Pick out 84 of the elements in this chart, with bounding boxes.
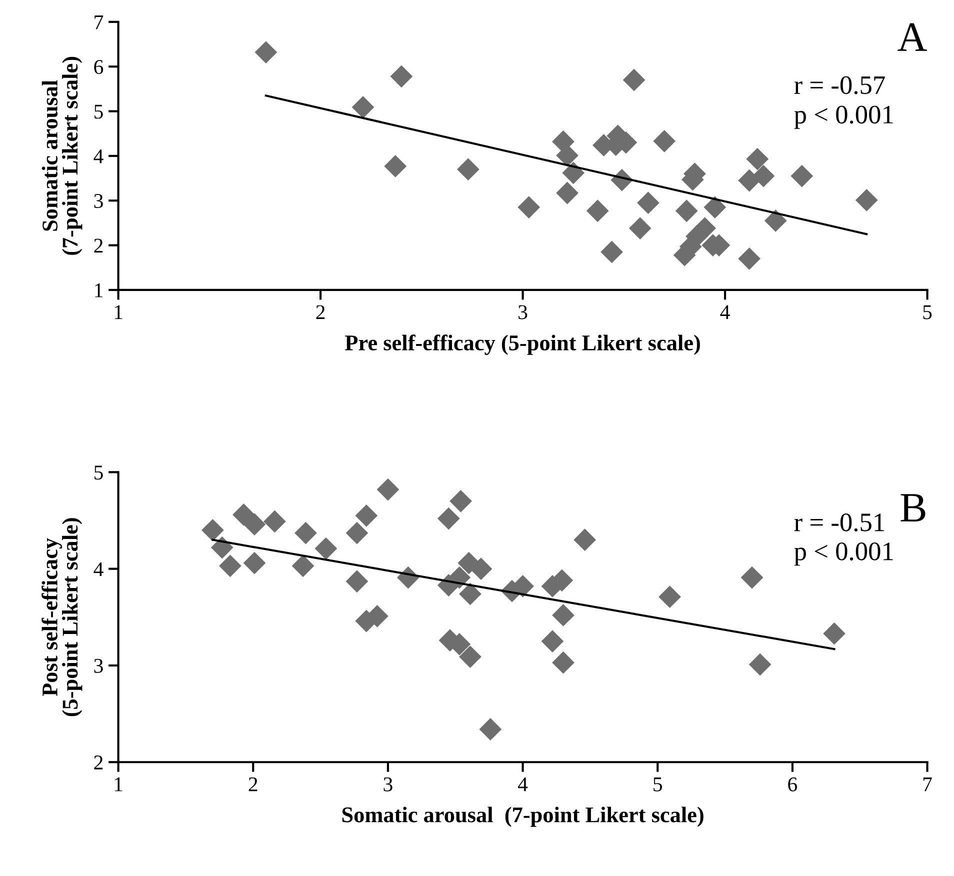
x-axis-title: Pre self-efficacy (5-point Likert scale) [345,334,700,355]
point [264,510,286,533]
point [752,164,775,188]
annotation: r = -0.51 [794,514,884,532]
point [254,41,278,64]
y-tick-label: 4 [94,149,104,164]
point [450,490,472,512]
point [823,622,846,645]
point [448,566,471,589]
point [459,646,482,668]
y-tick-label: 5 [94,104,103,119]
point [562,162,585,184]
x-tick-label: 1 [114,305,122,319]
point [746,148,769,170]
y-tick-label: 5 [94,466,103,480]
point [210,536,234,559]
point [586,200,609,222]
point [600,240,623,264]
x-tick-label: 4 [720,305,730,319]
x-tick-label: 4 [518,777,528,792]
point [556,182,578,204]
x-tick-label: 3 [384,777,392,792]
point [653,130,676,152]
y-tick-label: 2 [94,756,103,770]
point [622,68,646,92]
point [704,196,726,219]
y-tick-label: 7 [94,15,104,30]
point [738,247,761,270]
point [518,196,540,219]
point [390,65,413,88]
point [459,582,482,606]
x-axis-title: Somatic arousal (7-point Likert scale) [342,806,704,827]
point [355,504,378,527]
point [346,570,368,593]
y-axis-title: Somatic arousal (7-point Likert scale) [42,56,82,255]
point [292,554,314,578]
y-tick-label: 3 [94,194,103,208]
point [541,630,564,653]
point [219,554,242,578]
y-tick-label: 4 [94,562,104,576]
point [694,217,716,240]
x-tick-label: 5 [654,778,662,792]
x-tick-label: 6 [788,777,798,792]
point [636,192,660,214]
y-tick-label: 1 [95,283,102,298]
y-tick-label: 2 [94,238,103,253]
point [437,507,460,530]
point [294,522,317,544]
x-tick-label: 5 [923,305,932,320]
annotation: A [898,23,927,51]
point [479,718,502,740]
point [456,158,480,181]
point [352,96,374,118]
annotation: B [900,494,926,522]
x-tick-label: 7 [923,778,932,792]
point [376,478,400,501]
x-tick-label: 3 [518,305,528,320]
point [314,537,338,560]
point [201,518,224,542]
point [628,217,652,240]
point [748,653,772,676]
y-axis-title: Post self-efficacy (5-point Likert scale) [42,518,82,716]
point [790,164,814,188]
annotation: p < 0.001 [794,542,893,566]
point [243,513,266,536]
point [384,155,407,178]
y-tick-label: 3 [94,658,103,673]
point [764,210,787,232]
annotation: r = -0.57 [794,76,885,94]
y-tick-label: 6 [94,60,104,74]
point [552,604,574,626]
annotation: p < 0.001 [794,106,893,129]
point [243,552,266,574]
point [855,188,878,212]
point [658,586,681,608]
x-tick-label: 2 [316,305,325,319]
x-tick-label: 1 [114,777,122,792]
point [740,566,764,589]
point [574,528,596,552]
point [232,503,255,526]
x-tick-label: 2 [248,777,258,792]
point [675,200,698,222]
point [552,651,574,674]
point [346,522,368,544]
